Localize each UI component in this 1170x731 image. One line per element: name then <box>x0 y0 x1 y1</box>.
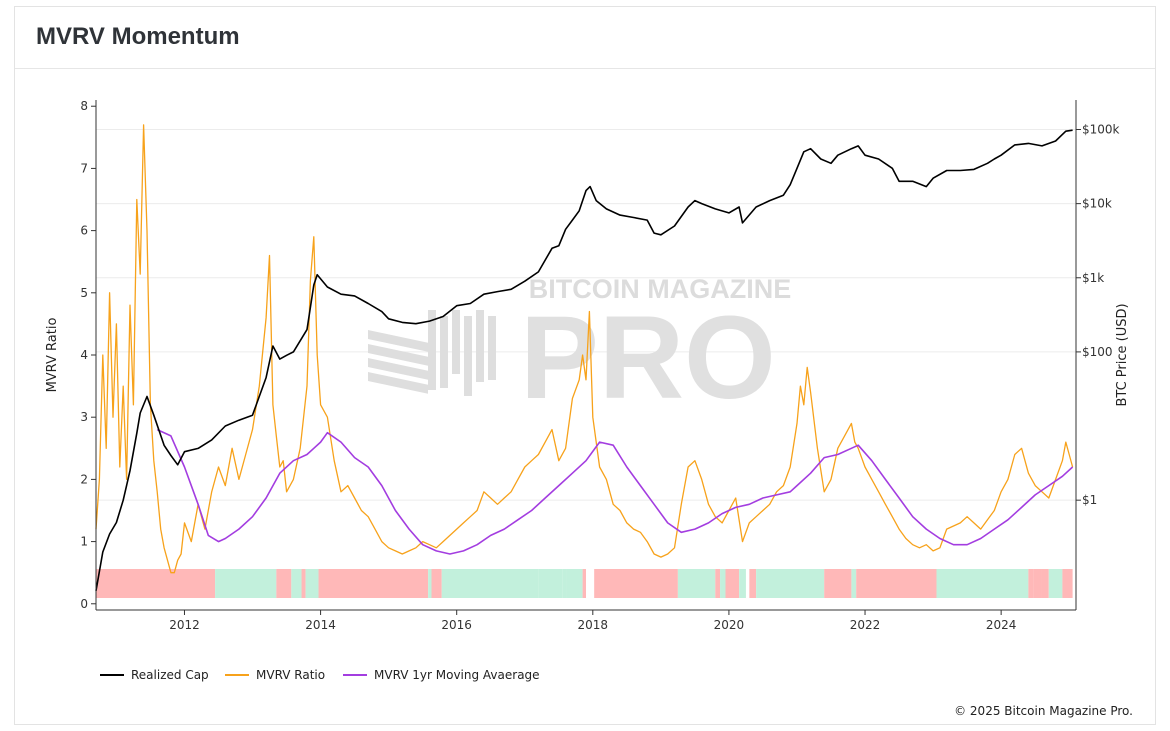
y-left-tick-label: 1 <box>80 535 88 549</box>
signal-band-red <box>96 569 216 598</box>
signal-band-green <box>1048 569 1063 598</box>
signal-band-red <box>318 569 324 598</box>
page-title: MVRV Momentum <box>36 23 240 50</box>
series-line-mvrv-1yr-moving-avaerage <box>156 428 1074 555</box>
signal-band-red <box>1062 569 1073 598</box>
x-tick-label: 2014 <box>305 618 336 632</box>
signal-band-red <box>594 569 678 598</box>
signal-bands <box>96 569 1073 598</box>
signal-band-green <box>538 569 563 598</box>
signal-band-green <box>756 569 825 598</box>
signal-band-red <box>301 569 306 598</box>
y-left-tick-label: 8 <box>80 99 88 113</box>
x-tick-label: 2020 <box>714 618 745 632</box>
signal-band-red <box>1028 569 1034 598</box>
legend-label: MVRV Ratio <box>256 668 325 682</box>
signal-band-green <box>305 569 319 598</box>
x-tick-label: 2022 <box>850 618 881 632</box>
watermark-top-text: BITCOIN MAGAZINE <box>529 274 792 304</box>
signal-band-green <box>428 569 432 598</box>
y-left-tick-label: 7 <box>80 161 88 175</box>
y-left-tick-label: 2 <box>80 472 88 486</box>
legend-item-mvrv-ratio[interactable]: MVRV Ratio <box>225 668 325 682</box>
legend[interactable]: Realized Cap MVRV Ratio MVRV 1yr Moving Av… <box>100 668 540 682</box>
watermark-logo-stripe <box>368 344 428 366</box>
signal-band-green <box>720 569 726 598</box>
signal-band-green <box>215 569 277 598</box>
x-tick-label: 2018 <box>578 618 609 632</box>
x-tick-label: 2024 <box>986 618 1017 632</box>
signal-band-green <box>441 569 539 598</box>
y-left-tick-label: 6 <box>80 224 88 238</box>
watermark-logo-bar <box>440 316 448 388</box>
signal-band-green <box>562 569 567 598</box>
y-right-tick-label: $10k <box>1082 197 1112 211</box>
watermark-logo-bar <box>428 310 436 390</box>
signal-band-green <box>566 569 583 598</box>
signal-band-red <box>276 569 292 598</box>
signal-band-red <box>725 569 740 598</box>
copyright-text: © 2025 Bitcoin Magazine Pro. <box>954 704 1133 718</box>
signal-band-green <box>936 569 1029 598</box>
watermark-logo-stripe <box>368 330 428 352</box>
legend-label: MVRV 1yr Moving Avaerage <box>374 668 540 682</box>
signal-band-red <box>1033 569 1042 598</box>
y-left-tick-label: 0 <box>80 597 88 611</box>
legend-item-realized-cap[interactable]: Realized Cap <box>100 668 209 682</box>
watermark-logo-bar <box>476 310 484 382</box>
signal-band-green <box>677 569 716 598</box>
signal-band-red <box>1041 569 1049 598</box>
y-right-axis-label: BTC Price (USD) <box>1115 303 1130 406</box>
legend-item-mvrv-1yr-moving-avaerage[interactable]: MVRV 1yr Moving Avaerage <box>343 668 540 682</box>
watermark-logo-bar <box>452 310 460 374</box>
watermark-logo-stripe <box>368 372 428 394</box>
x-tick-label: 2012 <box>169 618 200 632</box>
signal-band-green <box>851 569 857 598</box>
watermark-logo-bar <box>488 316 496 380</box>
axes: 0 1 2 3 4 5 6 7 8 $1 $100 $1k $10k $100k 2012 2014 2016 2… <box>45 99 1130 632</box>
series-lines <box>95 124 1074 591</box>
y-right-tick-label: $1 <box>1082 493 1097 507</box>
y-left-tick-label: 4 <box>80 348 88 362</box>
watermark-main-text: PRO <box>520 292 776 424</box>
signal-band-red <box>715 569 721 598</box>
chart-card: MVRV Momentum © 2025 Bitcoin Magazine Pr… <box>14 6 1156 725</box>
y-left-tick-label: 5 <box>80 286 88 300</box>
y-right-tick-label: $1k <box>1082 271 1104 285</box>
signal-band-red <box>582 569 586 598</box>
y-right-tick-label: $100 <box>1082 345 1113 359</box>
watermark-logo-icon <box>368 310 496 396</box>
x-tick-label: 2016 <box>441 618 472 632</box>
signal-band-green <box>739 569 746 598</box>
signal-band-red <box>431 569 442 598</box>
y-left-tick-label: 3 <box>80 410 88 424</box>
series-line-realized-cap <box>95 129 1073 591</box>
grid-lines <box>96 129 1076 501</box>
signal-band-red <box>824 569 852 598</box>
watermark-logo-bar <box>464 316 472 396</box>
y-right-tick-label: $100k <box>1082 123 1120 137</box>
card-header: MVRV Momentum <box>15 7 1155 69</box>
watermark-logo-stripe <box>368 358 428 380</box>
signal-band-red <box>323 569 429 598</box>
legend-label: Realized Cap <box>131 668 209 682</box>
y-left-axis-label: MVRV Ratio <box>45 318 60 393</box>
signal-band-red <box>749 569 757 598</box>
signal-band-green <box>291 569 302 598</box>
signal-band-red <box>856 569 937 598</box>
